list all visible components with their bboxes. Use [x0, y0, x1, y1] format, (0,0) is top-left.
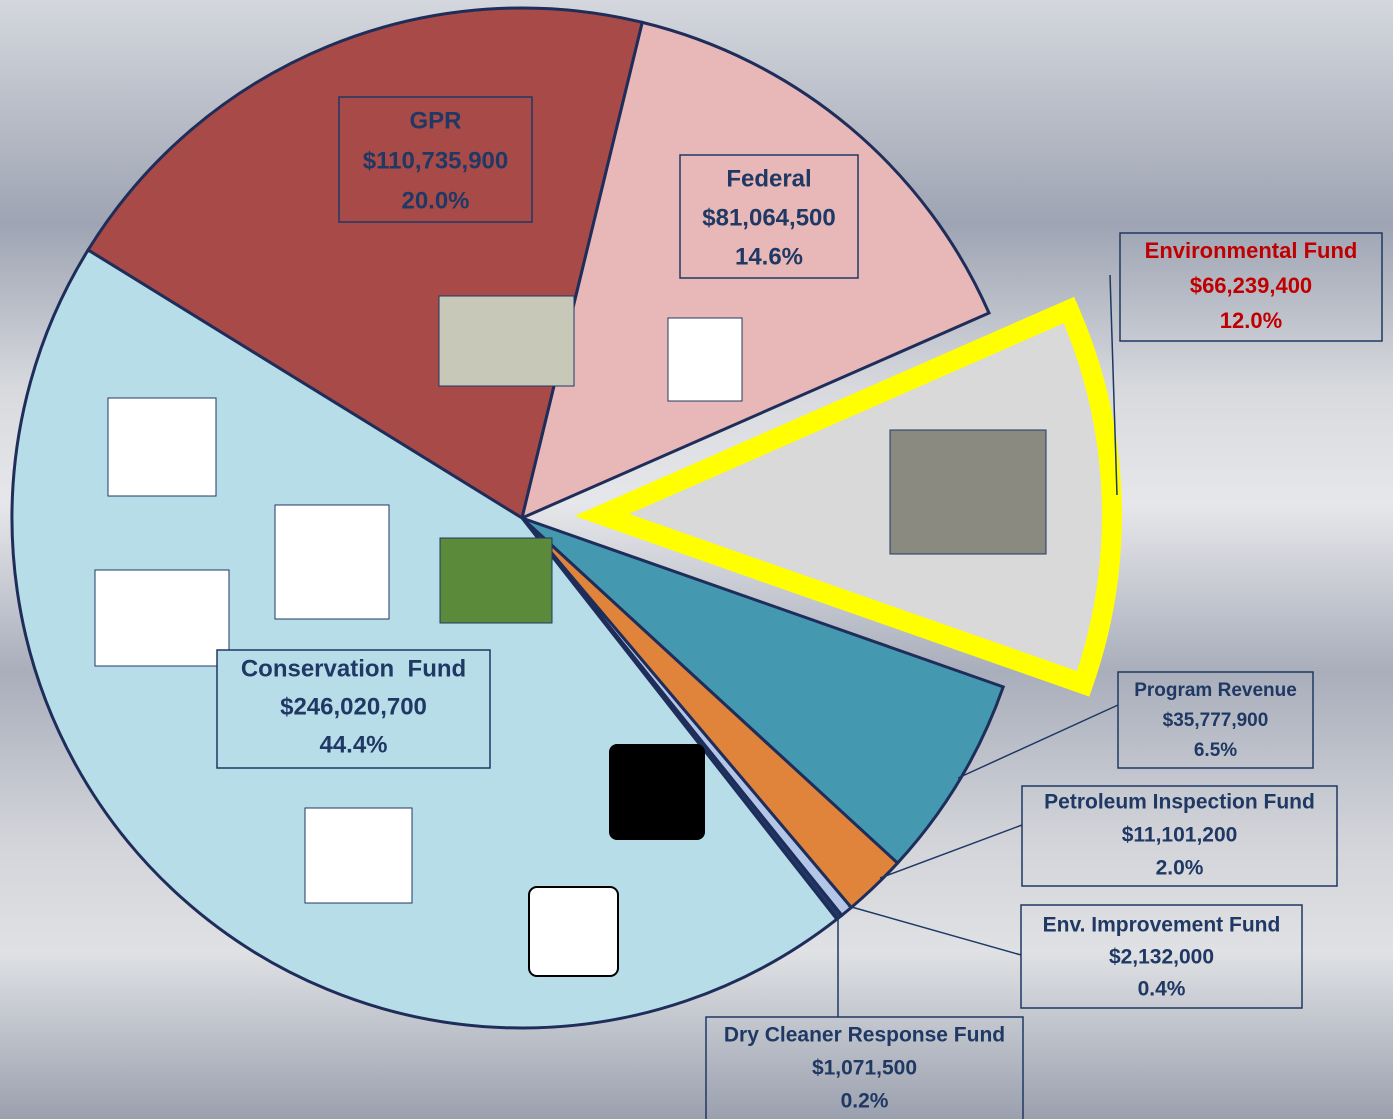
icon — [304, 807, 413, 904]
leader-line — [1109, 274, 1118, 496]
icon — [274, 504, 390, 620]
icons — [94, 295, 1047, 977]
category-label: GPR — [409, 107, 461, 134]
value-label: $35,777,900 — [1163, 710, 1269, 731]
label-box — [705, 1016, 1024, 1119]
leader-line — [847, 905, 1022, 956]
icon — [889, 429, 1047, 555]
category-label: Program Revenue — [1134, 680, 1297, 701]
percent-label: 0.4% — [1138, 978, 1186, 1001]
label-box — [1117, 671, 1314, 769]
value-label: $2,132,000 — [1109, 946, 1214, 969]
icon — [667, 317, 743, 402]
label-box — [216, 649, 491, 769]
icon — [438, 295, 575, 387]
value-label: $246,020,700 — [280, 693, 427, 720]
icon — [528, 886, 619, 977]
percent-label: 14.6% — [735, 243, 803, 270]
label-box — [1021, 785, 1338, 887]
category-label: Dry Cleaner Response Fund — [724, 1024, 1005, 1047]
label-box — [1119, 232, 1383, 342]
percent-label: 20.0% — [401, 187, 469, 214]
percent-label: 0.2% — [841, 1090, 889, 1113]
value-label: $66,239,400 — [1190, 273, 1312, 298]
label-box — [338, 96, 533, 223]
category-label: Environmental Fund — [1145, 238, 1358, 263]
category-label: Petroleum Inspection Fund — [1044, 791, 1315, 814]
icon — [107, 397, 217, 497]
pie-slice — [520, 516, 1006, 866]
icon — [439, 537, 553, 624]
value-label: $11,101,200 — [1122, 824, 1238, 847]
leader-line — [879, 824, 1023, 879]
pie-slice — [519, 20, 991, 521]
category-label: Env. Improvement Fund — [1043, 914, 1281, 937]
category-label: Federal — [726, 165, 811, 192]
label-box — [679, 154, 859, 279]
value-label: $110,735,900 — [363, 147, 509, 174]
pie-slice — [86, 6, 645, 521]
percent-label: 6.5% — [1194, 740, 1237, 761]
icon — [609, 744, 705, 840]
leader-line — [957, 704, 1119, 779]
icon — [94, 569, 230, 667]
label-box — [1020, 904, 1303, 1009]
value-label: $81,064,500 — [702, 204, 835, 231]
value-label: $1,071,500 — [812, 1057, 917, 1080]
category-label: Conservation Fund — [241, 655, 466, 682]
percent-label: 2.0% — [1156, 857, 1204, 880]
labels: GPR $110,735,900 20.0% Federal $81,064,500 14… — [216, 96, 1383, 1119]
percent-label: 44.4% — [319, 731, 387, 758]
pie-slice — [574, 296, 1122, 697]
percent-label: 12.0% — [1220, 308, 1282, 333]
